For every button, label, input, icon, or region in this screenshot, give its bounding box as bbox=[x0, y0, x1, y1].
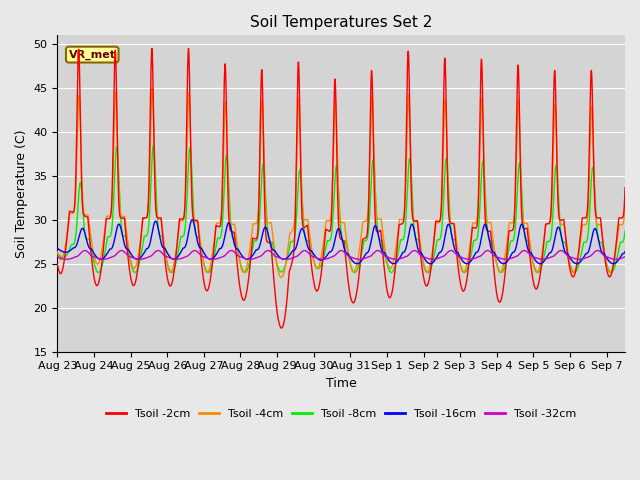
Text: VR_met: VR_met bbox=[68, 49, 116, 60]
Legend: Tsoil -2cm, Tsoil -4cm, Tsoil -8cm, Tsoil -16cm, Tsoil -32cm: Tsoil -2cm, Tsoil -4cm, Tsoil -8cm, Tsoi… bbox=[102, 405, 580, 423]
Title: Soil Temperatures Set 2: Soil Temperatures Set 2 bbox=[250, 15, 433, 30]
Y-axis label: Soil Temperature (C): Soil Temperature (C) bbox=[15, 129, 28, 258]
X-axis label: Time: Time bbox=[326, 377, 356, 390]
